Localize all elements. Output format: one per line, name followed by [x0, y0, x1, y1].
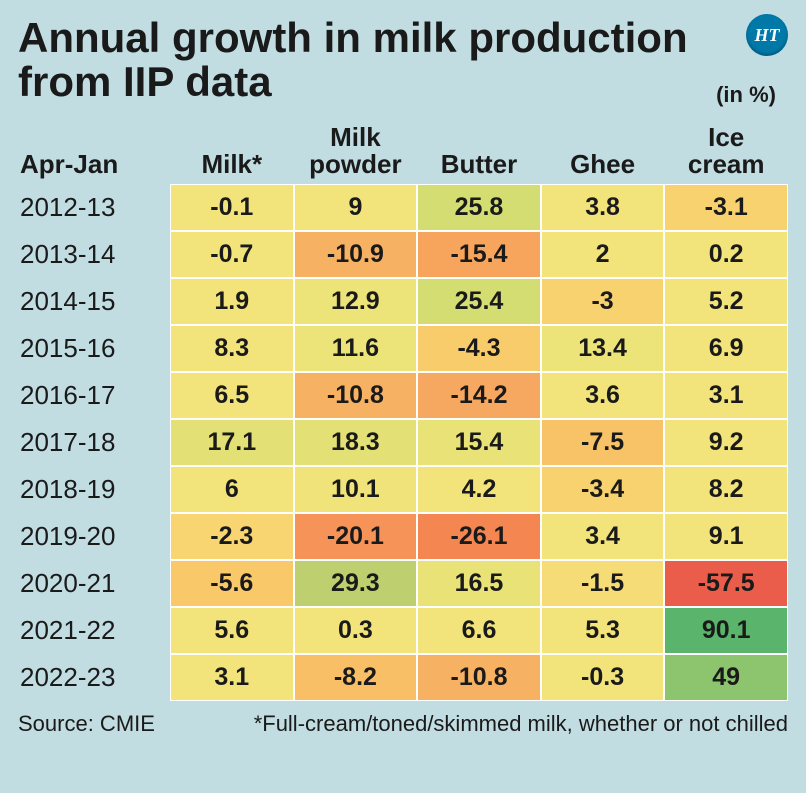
row-label: 2015-16 — [18, 325, 170, 372]
column-header: Milkpowder — [294, 112, 418, 184]
data-cell: -3.1 — [664, 184, 788, 231]
row-label: 2012-13 — [18, 184, 170, 231]
data-cell: 10.1 — [294, 466, 418, 513]
data-cell: 12.9 — [294, 278, 418, 325]
data-cell: 29.3 — [294, 560, 418, 607]
chart-footer: Source: CMIE *Full-cream/toned/skimmed m… — [18, 711, 788, 737]
data-cell: 11.6 — [294, 325, 418, 372]
title-line-1: Annual growth in milk production — [18, 14, 688, 61]
column-header: Apr-Jan — [18, 112, 170, 184]
data-cell: 25.4 — [417, 278, 541, 325]
data-cell: -20.1 — [294, 513, 418, 560]
data-cell: 0.2 — [664, 231, 788, 278]
data-cell: 5.3 — [541, 607, 665, 654]
data-cell: -10.9 — [294, 231, 418, 278]
data-cell: 3.8 — [541, 184, 665, 231]
row-label: 2021-22 — [18, 607, 170, 654]
data-cell: 3.1 — [664, 372, 788, 419]
data-cell: -0.7 — [170, 231, 294, 278]
data-cell: -57.5 — [664, 560, 788, 607]
data-cell: 2 — [541, 231, 665, 278]
title-line-2: from IIP data — [18, 58, 272, 105]
data-cell: -26.1 — [417, 513, 541, 560]
data-cell: -3.4 — [541, 466, 665, 513]
data-cell: 3.1 — [170, 654, 294, 701]
row-label: 2018-19 — [18, 466, 170, 513]
data-cell: 1.9 — [170, 278, 294, 325]
row-label: 2022-23 — [18, 654, 170, 701]
data-cell: -14.2 — [417, 372, 541, 419]
data-cell: 9.2 — [664, 419, 788, 466]
data-cell: -10.8 — [417, 654, 541, 701]
data-cell: -10.8 — [294, 372, 418, 419]
data-cell: 8.3 — [170, 325, 294, 372]
data-cell: 5.2 — [664, 278, 788, 325]
data-table: Apr-JanMilk*MilkpowderButterGheeIcecream… — [18, 112, 788, 701]
unit-label: (in %) — [716, 82, 776, 108]
data-cell: 13.4 — [541, 325, 665, 372]
data-cell: 18.3 — [294, 419, 418, 466]
column-header: Milk* — [170, 112, 294, 184]
footnote: *Full-cream/toned/skimmed milk, whether … — [254, 711, 788, 737]
row-label: 2013-14 — [18, 231, 170, 278]
data-cell: -7.5 — [541, 419, 665, 466]
data-cell: 6.9 — [664, 325, 788, 372]
data-cell: -1.5 — [541, 560, 665, 607]
data-cell: 5.6 — [170, 607, 294, 654]
row-label: 2020-21 — [18, 560, 170, 607]
row-label: 2014-15 — [18, 278, 170, 325]
data-cell: 6 — [170, 466, 294, 513]
data-cell: -2.3 — [170, 513, 294, 560]
publisher-logo: HT — [746, 14, 788, 56]
data-cell: 8.2 — [664, 466, 788, 513]
data-cell: 3.4 — [541, 513, 665, 560]
data-cell: 9.1 — [664, 513, 788, 560]
data-cell: 3.6 — [541, 372, 665, 419]
data-cell: -3 — [541, 278, 665, 325]
row-label: 2019-20 — [18, 513, 170, 560]
data-cell: -4.3 — [417, 325, 541, 372]
data-cell: -0.1 — [170, 184, 294, 231]
data-cell: 90.1 — [664, 607, 788, 654]
data-cell: 16.5 — [417, 560, 541, 607]
column-header: Butter — [417, 112, 541, 184]
chart-title: Annual growth in milk production from II… — [18, 16, 788, 104]
data-cell: -15.4 — [417, 231, 541, 278]
row-label: 2016-17 — [18, 372, 170, 419]
data-cell: 6.5 — [170, 372, 294, 419]
data-cell: -8.2 — [294, 654, 418, 701]
data-cell: 0.3 — [294, 607, 418, 654]
column-header: Icecream — [664, 112, 788, 184]
column-header: Ghee — [541, 112, 665, 184]
source-label: Source: CMIE — [18, 711, 155, 737]
data-cell: 17.1 — [170, 419, 294, 466]
data-cell: -0.3 — [541, 654, 665, 701]
data-cell: 25.8 — [417, 184, 541, 231]
data-cell: 49 — [664, 654, 788, 701]
data-cell: 15.4 — [417, 419, 541, 466]
row-label: 2017-18 — [18, 419, 170, 466]
data-cell: -5.6 — [170, 560, 294, 607]
data-cell: 4.2 — [417, 466, 541, 513]
data-cell: 6.6 — [417, 607, 541, 654]
data-cell: 9 — [294, 184, 418, 231]
